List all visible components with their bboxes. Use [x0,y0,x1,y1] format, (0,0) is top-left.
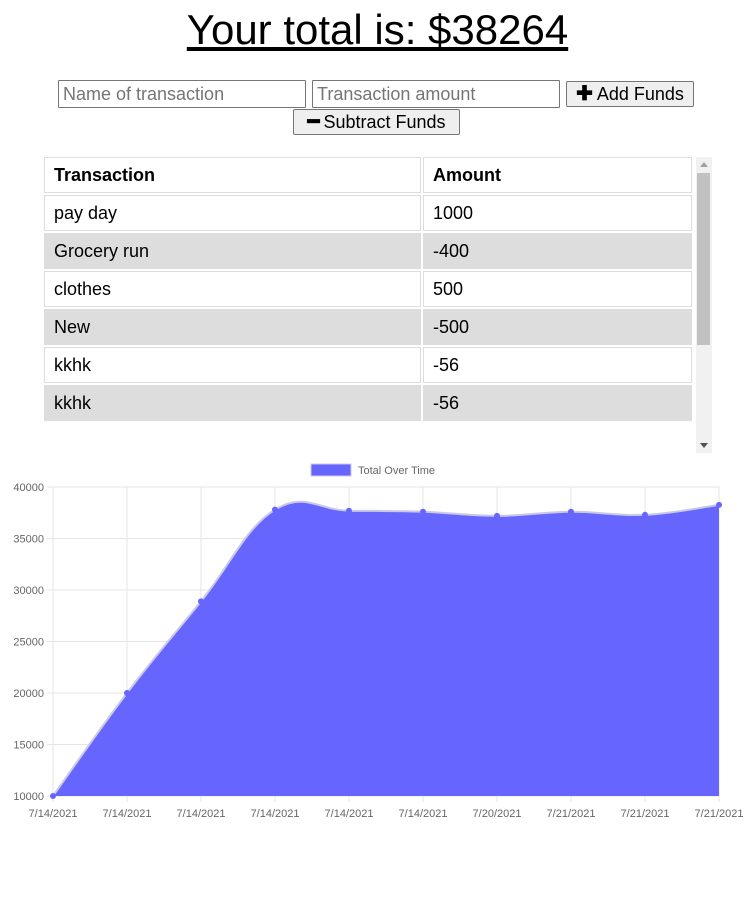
y-tick-label: 25000 [13,637,44,649]
data-point [198,598,204,605]
table-row: kkhk -56 [44,347,692,383]
total-over-time-chart: 40000 35000 30000 25000 20000 15000 10000 7/14/… [0,455,755,835]
subtract-funds-button[interactable]: ━ Subtract Funds [293,109,460,135]
transaction-amount-cell: 500 [423,271,692,307]
transaction-amount-cell: -500 [423,309,692,345]
add-funds-label: Add Funds [596,83,684,104]
table-row: Grocery run -400 [44,233,692,269]
chart-area-layer [52,500,720,797]
transaction-amount-cell: 1000 [423,195,692,231]
series-area-fill [53,501,719,796]
table-row: pay day 1000 [44,195,692,231]
chart-svg: 40000 35000 30000 25000 20000 15000 10000 7/14/… [13,463,743,820]
header-amount: Amount [423,157,692,193]
y-tick-label: 15000 [13,740,44,752]
form-row: ✚ Add Funds [58,80,694,108]
transactions-table-container[interactable]: Transaction Amount pay day 1000 Grocery … [42,155,712,453]
transaction-name-input[interactable] [58,80,306,108]
header-transaction: Transaction [44,157,421,193]
table-scrollbar[interactable] [696,157,712,453]
transaction-name-cell: Grocery run [44,233,421,269]
transaction-amount-input[interactable] [312,80,560,108]
transaction-name-cell: pay day [44,195,421,231]
minus-icon: ━ [307,111,320,133]
data-point [346,507,352,514]
x-tick-label: 7/14/2021 [29,808,78,820]
scroll-up-arrow-icon[interactable] [700,162,708,167]
x-tick-label: 7/14/2021 [177,808,226,820]
table-row: kkhk -56 [44,385,692,421]
x-tick-label: 7/20/2021 [473,808,522,820]
transaction-name-cell: New [44,309,421,345]
x-tick-label: 7/14/2021 [325,808,374,820]
table-row: New -500 [44,309,692,345]
legend-swatch [310,463,352,477]
transaction-amount-cell: -56 [423,385,692,421]
chart-axes: 40000 35000 30000 25000 20000 15000 10000 7/14/… [13,482,743,820]
data-point [716,501,722,508]
transaction-amount-cell: -56 [423,347,692,383]
plus-icon: ✚ [576,83,593,105]
x-tick-label: 7/14/2021 [399,808,448,820]
subtract-funds-label: Subtract Funds [323,111,446,132]
data-point [494,512,500,519]
table-row: clothes 500 [44,271,692,307]
table-header-row: Transaction Amount [44,157,692,193]
y-tick-label: 40000 [13,482,44,494]
x-tick-label: 7/14/2021 [251,808,300,820]
scroll-down-arrow-icon[interactable] [700,443,708,448]
x-tick-label: 7/14/2021 [103,808,152,820]
x-tick-label: 7/21/2021 [695,808,744,820]
transactions-table: Transaction Amount pay day 1000 Grocery … [42,155,694,423]
x-tick-label: 7/21/2021 [621,808,670,820]
chart-points [50,501,722,799]
chart-legend: Total Over Time [310,463,435,477]
data-point [50,793,56,799]
x-tick-label: 7/21/2021 [547,808,596,820]
total-heading: Your total is: $38264 [186,6,569,53]
data-point [642,511,648,518]
data-point [568,508,574,515]
y-tick-label: 35000 [13,534,44,546]
y-tick-label: 10000 [13,791,44,803]
scrollbar-thumb[interactable] [697,173,710,345]
y-tick-label: 20000 [13,688,44,700]
y-tick-label: 30000 [13,585,44,597]
legend-label: Total Over Time [358,465,435,477]
add-funds-button[interactable]: ✚ Add Funds [566,81,694,107]
transaction-name-cell: kkhk [44,385,421,421]
data-point [420,508,426,515]
transaction-amount-cell: -400 [423,233,692,269]
transaction-name-cell: clothes [44,271,421,307]
data-point [272,506,278,513]
data-point [124,690,130,696]
transaction-name-cell: kkhk [44,347,421,383]
